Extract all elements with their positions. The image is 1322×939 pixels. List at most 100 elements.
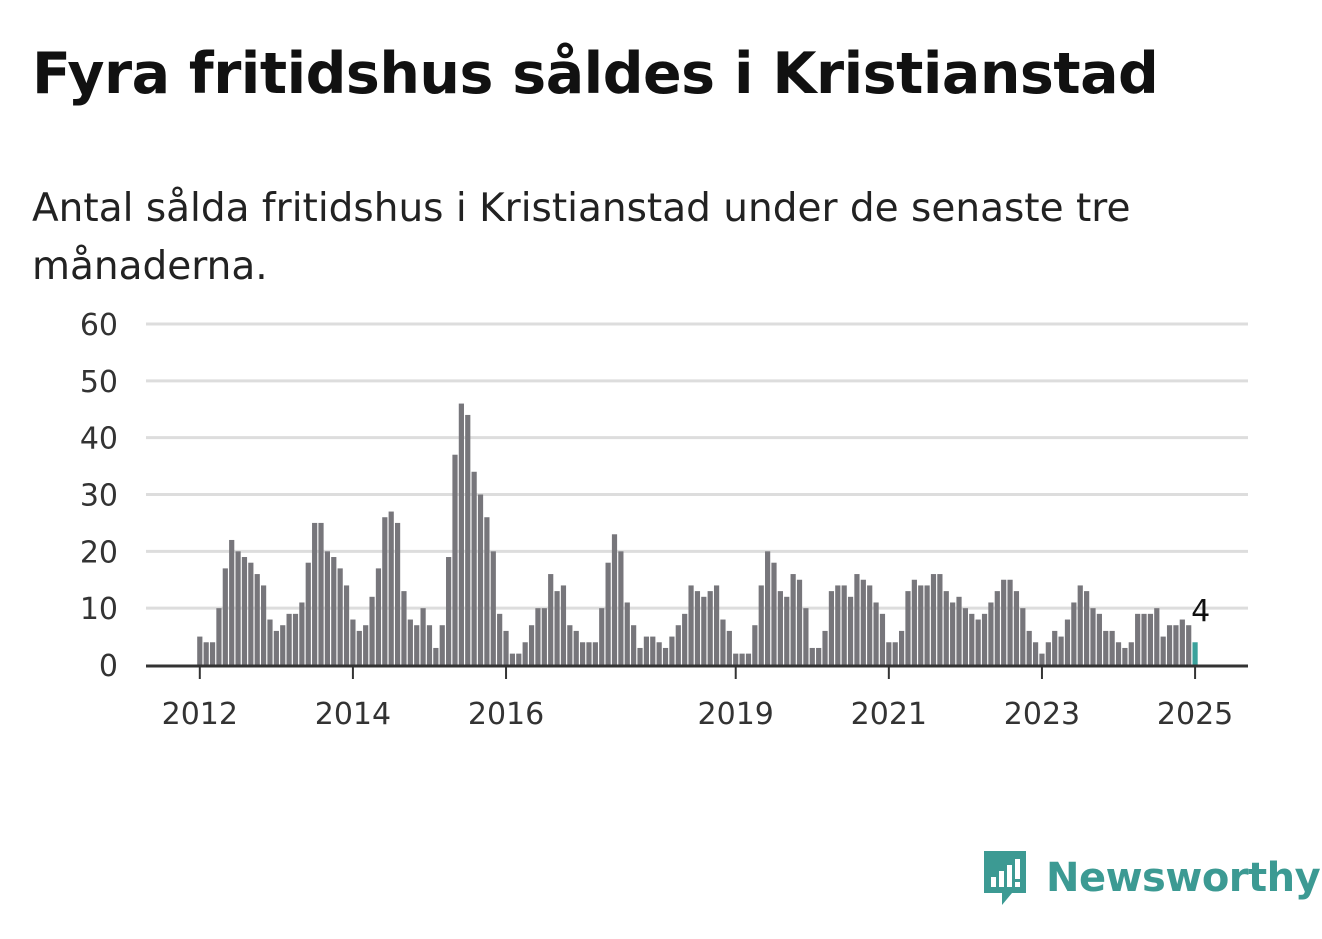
bar [1064,619,1071,665]
bar [867,585,873,665]
bar [216,608,222,665]
bar [713,585,720,665]
chart-subtitle: Antal sålda fritidshus i Kristianstad un… [32,186,1131,289]
y-tick-label: 0 [99,649,118,684]
bar [720,619,726,665]
bar [1077,585,1083,665]
bar [911,579,917,665]
y-tick-label: 40 [80,422,118,457]
bar [350,619,356,665]
x-tick-label: 2025 [1157,697,1233,732]
bar [1109,630,1115,665]
bar [1141,613,1147,665]
bar [548,574,554,665]
bar [905,591,911,665]
bar [439,625,445,665]
bar [930,574,937,665]
bar [1173,625,1179,665]
bar [337,568,343,665]
bar [1058,636,1064,665]
bar [1128,642,1134,665]
newsworthy-logo-icon [984,851,1026,905]
bar [375,568,382,665]
bar [305,562,311,665]
x-tick-label: 2019 [698,697,774,732]
bar [643,636,649,665]
bar [771,562,777,665]
x-tick-label: 2023 [1004,697,1080,732]
bar [471,471,477,665]
bar [1115,642,1122,665]
bar [835,585,841,665]
x-axis-ticks: 2012 2014 2016 2019 2021 2023 2025 [162,667,1233,732]
bar [784,596,790,665]
bar [254,574,260,665]
bar [484,517,490,665]
bar [752,625,758,665]
y-tick-label: 20 [80,535,118,570]
bar [816,647,822,665]
bar [675,625,681,665]
bar [407,619,413,665]
bar [765,551,771,665]
y-tick-label: 50 [80,365,118,400]
bar [803,608,809,665]
bar [1166,625,1173,665]
bar [241,557,248,665]
bar [541,608,547,665]
bar [573,630,579,665]
bar [203,642,209,665]
bar [1001,579,1007,665]
bar [554,591,560,665]
bar [497,613,503,665]
bar [809,647,815,665]
bar [994,591,1000,665]
bar [197,636,203,665]
bar [516,653,522,665]
y-tick-label: 60 [80,308,118,343]
brand-logo: Newsworthy [980,846,1321,910]
bar [605,562,611,665]
bar [222,568,228,665]
bar [509,653,516,665]
bar [446,557,452,665]
bar [694,591,701,665]
bar [873,602,879,665]
x-tick-label: 2016 [468,697,544,732]
bar [458,403,464,665]
annotations: 4 [1191,594,1210,629]
bar [650,636,656,665]
bar [981,613,988,665]
bar [924,585,930,665]
bar [918,585,924,665]
bar [292,613,299,665]
bar [860,579,866,665]
bar [739,653,745,665]
bar [937,574,943,665]
bar [662,647,669,665]
bar [669,636,675,665]
bar [331,557,337,665]
bar [1084,591,1090,665]
chart-title: Fyra fritidshus såldes i Kristianstad [32,41,1159,107]
bar [1147,613,1154,665]
bar [1090,608,1096,665]
bar [1052,630,1058,665]
bar [1179,619,1185,665]
bar [1071,602,1077,665]
bar [433,647,439,665]
bar [586,642,592,665]
bar [758,585,764,665]
bar [1096,613,1102,665]
y-tick-label: 10 [80,592,118,627]
bar [962,608,968,665]
bar [420,608,426,665]
bar [886,642,892,665]
bar [248,562,254,665]
bar [892,642,898,665]
bar [988,602,994,665]
bar [401,591,407,665]
bar [899,630,905,665]
bar [950,602,956,665]
bar [209,642,216,665]
